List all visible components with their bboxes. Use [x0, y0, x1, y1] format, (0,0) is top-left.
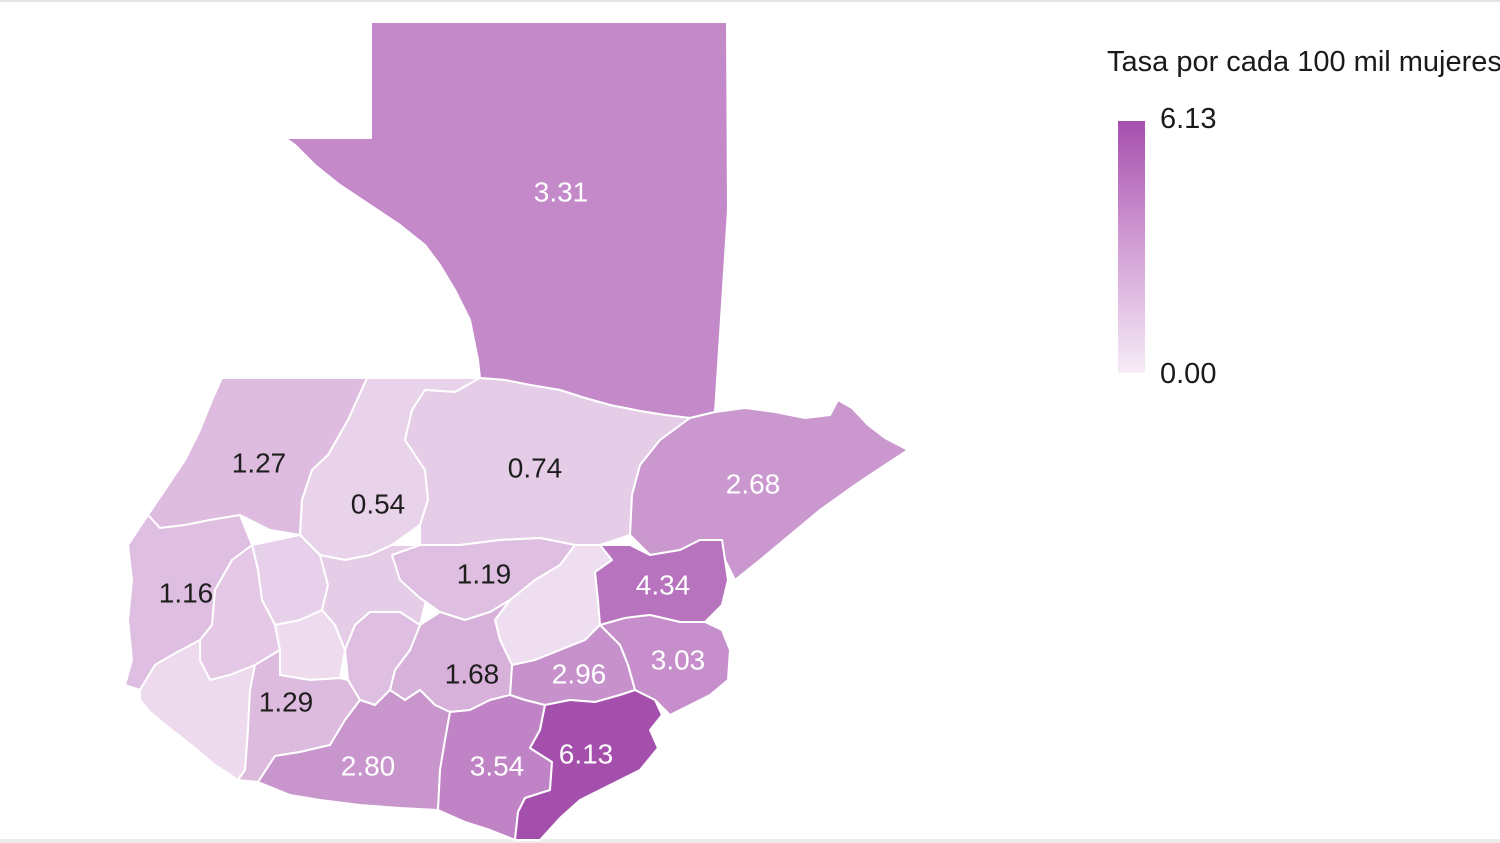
region-label-guatemala: 1.68 — [445, 658, 500, 689]
region-label-santa-rosa: 3.54 — [470, 750, 525, 781]
region-zacapa[interactable] — [594, 539, 729, 626]
region-sacatepequez[interactable] — [344, 611, 421, 706]
region-jutiapa[interactable] — [514, 689, 663, 841]
region-label-jalapa: 2.96 — [552, 658, 607, 689]
region-label-zacapa: 4.34 — [636, 569, 691, 600]
bottom-border — [0, 839, 1500, 843]
region-label-escuintla: 2.80 — [341, 750, 396, 781]
region-label-quiche: 0.54 — [351, 488, 406, 519]
legend-min-label: 0.00 — [1160, 358, 1217, 390]
legend-color-scale — [1118, 121, 1145, 373]
region-label-jutiapa: 6.13 — [559, 738, 614, 769]
region-label-izabal: 2.68 — [726, 468, 781, 499]
region-label-peten: 3.31 — [534, 176, 589, 207]
region-label-alta-verapaz: 0.74 — [508, 452, 563, 483]
region-escuintla[interactable] — [257, 689, 451, 811]
legend-max-label: 6.13 — [1160, 103, 1217, 135]
region-suchitepequez[interactable] — [139, 639, 256, 781]
region-peten[interactable] — [284, 21, 729, 419]
region-label-retalhuleu: 1.29 — [259, 686, 314, 717]
region-label-huehuetenango: 1.27 — [232, 447, 287, 478]
top-border — [0, 0, 1500, 2]
region-label-san-marcos: 1.16 — [159, 577, 214, 608]
legend-title: Tasa por cada 100 mil mujeres — [1107, 46, 1500, 78]
region-label-baja-verapaz: 1.19 — [457, 558, 512, 589]
region-label-chiquimula: 3.03 — [651, 644, 706, 675]
region-izabal[interactable] — [629, 399, 909, 581]
